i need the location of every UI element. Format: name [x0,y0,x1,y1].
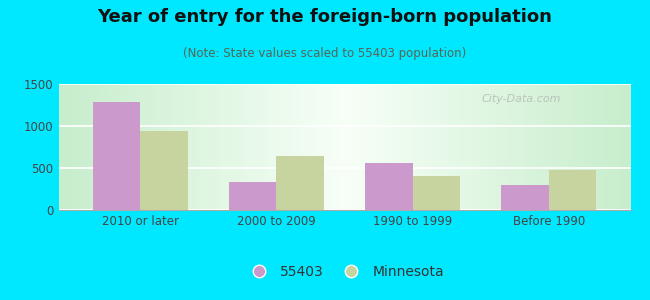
Text: Year of entry for the foreign-born population: Year of entry for the foreign-born popul… [98,8,552,26]
Bar [549,170,597,210]
Bar [365,163,413,210]
Legend: 55403, Minnesota: 55403, Minnesota [245,265,444,279]
Text: (Note: State values scaled to 55403 population): (Note: State values scaled to 55403 popu… [183,46,467,59]
Bar [92,102,140,210]
Bar [229,182,276,210]
Bar [501,185,549,210]
Bar [140,131,188,210]
Bar [276,156,324,210]
Bar [413,176,460,210]
Text: City-Data.com: City-Data.com [482,94,562,104]
